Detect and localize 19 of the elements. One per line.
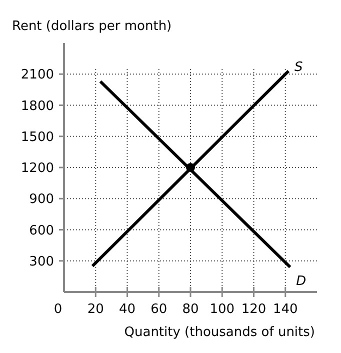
x-tick-label: 20	[87, 302, 104, 317]
x-tick-label: 100	[210, 302, 235, 317]
series-label: S	[294, 60, 303, 76]
y-tick-label: 2100	[20, 68, 54, 83]
y-tick-label: 1800	[20, 98, 54, 114]
y-tick-label: 1200	[20, 161, 54, 176]
x-tick-label: 40	[118, 302, 136, 317]
y-tick-label: 900	[29, 192, 54, 208]
x-axis-title: Quantity (thousands of units)	[124, 325, 315, 340]
series-label: D	[296, 274, 306, 290]
y-axis-title: Rent (dollars per month)	[12, 19, 172, 34]
x-tick-label: 0	[54, 302, 62, 317]
x-tick-label: 120	[241, 302, 266, 317]
y-tick-label: 1500	[20, 130, 54, 145]
x-tick-label: 60	[150, 302, 168, 317]
y-tick-label: 300	[29, 254, 54, 270]
x-tick-label: 80	[182, 302, 199, 317]
x-tick-label: 140	[272, 302, 298, 317]
y-tick-label: 600	[29, 223, 54, 238]
